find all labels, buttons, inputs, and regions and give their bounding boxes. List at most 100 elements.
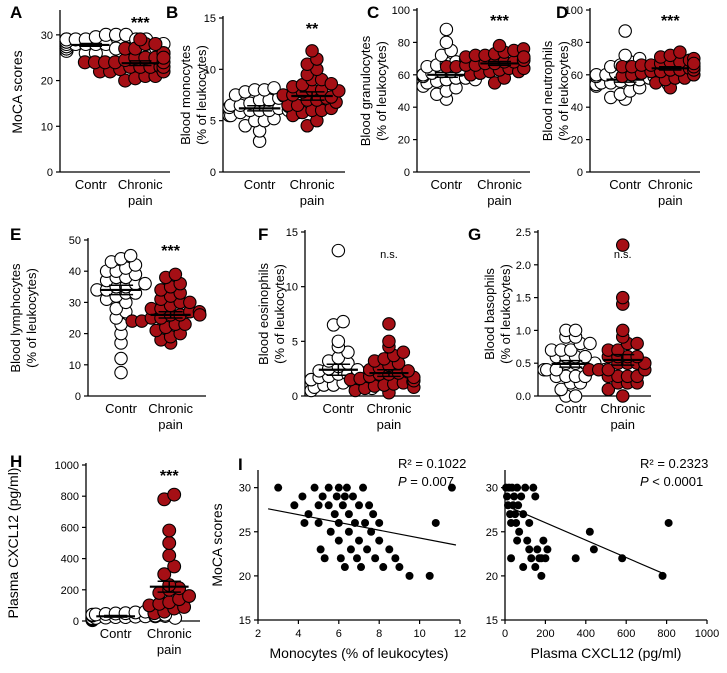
panel-i1-point (344, 510, 353, 519)
panel-e-point-contr (114, 351, 128, 366)
panel-g-label: G (468, 225, 481, 244)
panel-i1-point (338, 501, 347, 510)
panel-f-point-contr (331, 334, 346, 349)
panel-g-y-tick-label: 0.0 (516, 391, 531, 403)
panel-b-point-pain (324, 76, 339, 91)
panel-i2-point (511, 510, 520, 519)
panel-i2-p-value: P < 0.0001 (640, 474, 703, 489)
panel-g-x-tick-label: Contr (555, 401, 587, 416)
panel-g-point-contr (568, 389, 583, 403)
panel-i2-point (523, 536, 532, 545)
panel-e-x-tick-label: Contr (105, 401, 137, 416)
panel-e-y-tick-label: 20 (69, 329, 81, 341)
panel-h-y-tick-label: 400 (61, 554, 79, 566)
panel-i2-x-tick-label: 800 (657, 628, 675, 640)
panel-i1-r-squared: R² = 0.1022 (398, 456, 466, 471)
panel-i2-point (533, 545, 542, 554)
panel-i1-point (365, 501, 374, 510)
panel-i1-point (352, 554, 361, 563)
panel-g-point-pain (611, 343, 625, 357)
panel-h-point-pain (162, 536, 177, 550)
panel-i2-point (531, 563, 540, 572)
panel-i2-point (537, 554, 546, 563)
panel-d-y-axis-label: Blood neutrophils (540, 40, 555, 141)
panel-h-y-tick-label: 0 (73, 616, 79, 628)
panel-i1-point (357, 563, 366, 572)
panel-h-point-pain (162, 548, 177, 563)
panel-h-significance: *** (160, 468, 179, 485)
panel-e-point-pain (168, 267, 183, 282)
panel-b-x-tick-label-2: pain (300, 193, 325, 208)
panel-f-point-contr (331, 243, 346, 258)
panel-d-y-tick-label: 60 (571, 70, 583, 82)
panel-g-point-pain (601, 382, 616, 397)
panel-i1-x-tick-label: 4 (295, 628, 301, 640)
panel-i1-regression-line (267, 508, 457, 546)
panel-i1-point (385, 545, 394, 554)
panel-i1-point (298, 492, 307, 501)
panel-f-y-axis-label: Blood eosinophils (256, 263, 271, 365)
panel-h-y-tick-label: 200 (61, 585, 79, 597)
panel-b-point-contr (267, 81, 281, 95)
panel-i1-point (316, 545, 325, 554)
panel-g-x-tick-label: Chronic (600, 401, 645, 416)
panel-a-x-tick-label-2: pain (128, 193, 153, 208)
panel-g-point-pain (615, 290, 630, 305)
panel-h-y-tick-label: 600 (61, 522, 79, 534)
panel-b-y-tick-label: 0 (210, 167, 216, 179)
panel-e-y-axis-label: Blood lymphocytes (8, 263, 23, 373)
panel-i2-point (664, 518, 673, 527)
panel-c-x-tick-label: Contr (430, 177, 462, 192)
panel-i1-point (363, 545, 372, 554)
panel-a-y-tick-label: 20 (41, 76, 53, 88)
panel-i2-point (503, 492, 512, 501)
panel-c-label: C (367, 3, 379, 22)
panel-i1-point (342, 483, 351, 492)
panel-i1-point (334, 536, 343, 545)
panel-i1-point (348, 492, 357, 501)
panel-i1-point (391, 554, 400, 563)
panel-e-x-tick-label-2: pain (158, 417, 183, 432)
panel-i1-point (336, 554, 345, 563)
panel-i2-point (589, 545, 598, 554)
panel-i1-x-tick-label: 10 (413, 628, 425, 640)
panel-i2-y-tick-label: 20 (486, 571, 498, 583)
panel-i2-y-tick-label: 30 (486, 483, 498, 495)
panel-e-point-contr (123, 248, 138, 263)
panel-i2-point (512, 518, 521, 527)
panel-i2-point (514, 501, 523, 510)
panel-i2-x-tick-label: 1000 (695, 628, 719, 640)
panel-e-label: E (10, 225, 21, 244)
panel-b-x-tick-label: Contr (244, 177, 276, 192)
panel-i1-point (355, 501, 363, 510)
panel-e-y-tick-label: 10 (69, 360, 81, 372)
panel-i1-y-tick-label: 25 (239, 527, 251, 539)
panel-a-label: A (10, 3, 22, 22)
panel-d-x-tick-label: Chronic (648, 177, 693, 192)
panel-g-point-pain (630, 336, 644, 351)
panel-b-y-tick-label: 15 (204, 13, 216, 25)
panel-a-x-tick-label: Contr (75, 177, 107, 192)
panel-i2-point (519, 563, 528, 572)
panel-c-y-tick-label: 80 (398, 37, 410, 49)
panel-i2-point (543, 545, 552, 554)
panel-i1-point (324, 483, 333, 492)
panel-a-y-tick-label: 30 (41, 30, 53, 42)
panel-g-y-tick-label: 1.5 (516, 293, 531, 305)
panel-i1-point (361, 518, 370, 527)
panel-a-y-axis-label: MoCA scores (9, 50, 25, 133)
panel-c-point-pain (492, 38, 507, 53)
panel-i2-point (510, 492, 519, 501)
panel-e-point-pain (193, 308, 207, 322)
panel-i1-point (310, 483, 319, 492)
panel-g-point-contr (564, 343, 578, 357)
panel-i1-point (405, 571, 414, 580)
panel-i1-point (447, 483, 456, 492)
panel-i1-point (274, 483, 283, 492)
panel-d-point-contr (618, 24, 632, 38)
panel-g-point-pain (615, 389, 630, 403)
panel-i1-point (330, 510, 339, 519)
panel-f-significance: n.s. (380, 249, 398, 261)
panel-g-point-pain (615, 323, 630, 338)
panel-h-x-tick-label: Chronic (147, 626, 192, 641)
